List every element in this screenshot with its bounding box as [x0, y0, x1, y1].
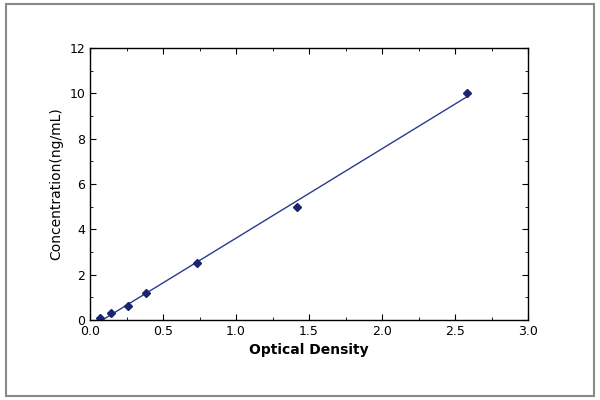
Y-axis label: Concentration(ng/mL): Concentration(ng/mL): [50, 108, 64, 260]
X-axis label: Optical Density: Optical Density: [249, 344, 369, 358]
